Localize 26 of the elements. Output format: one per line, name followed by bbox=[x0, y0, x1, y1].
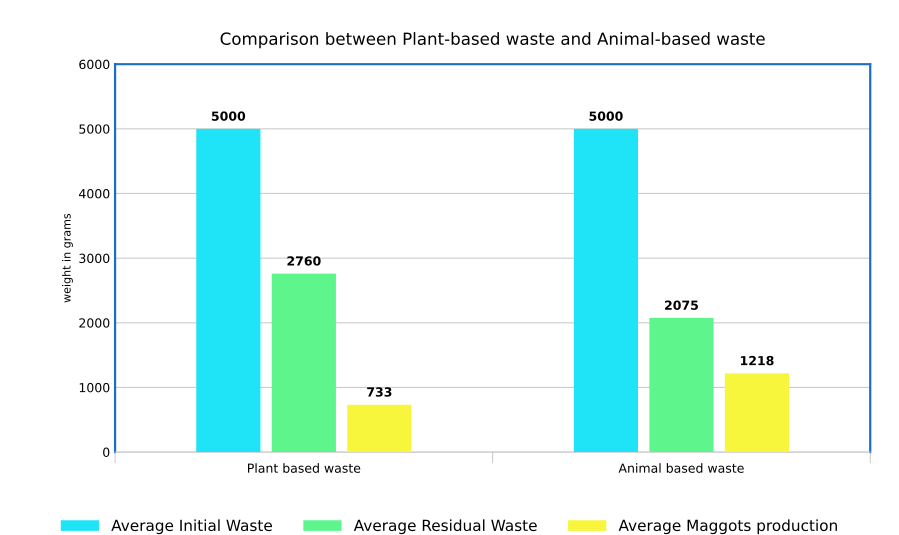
data-label: 2760 bbox=[287, 256, 321, 266]
bar bbox=[196, 128, 260, 452]
bar bbox=[574, 128, 638, 452]
data-label: 2075 bbox=[665, 300, 698, 310]
data-label: 5000 bbox=[212, 111, 246, 121]
y-tick-label: 0 bbox=[103, 448, 110, 457]
data-label: 733 bbox=[367, 387, 392, 397]
legend-label: Average Residual Waste bbox=[354, 519, 537, 534]
bar bbox=[649, 318, 714, 452]
legend-label: Average Initial Waste bbox=[111, 519, 272, 534]
y-tick-label: 5000 bbox=[79, 124, 110, 134]
y-tick-label: 4000 bbox=[79, 188, 110, 198]
y-tick-label: 6000 bbox=[79, 60, 110, 70]
chart-title: Comparison between Plant-based waste and Animal-based waste bbox=[220, 32, 765, 48]
bar bbox=[347, 404, 412, 452]
y-tick-label: 3000 bbox=[79, 254, 110, 264]
y-tick-label: 2000 bbox=[79, 318, 110, 328]
legend-label: Average Maggots production bbox=[618, 519, 837, 534]
x-tick-label: Plant based waste bbox=[248, 463, 360, 473]
x-tick-label: Animal based waste bbox=[618, 463, 744, 473]
y-axis-title: weight in grams bbox=[62, 214, 73, 303]
bar bbox=[724, 373, 790, 452]
data-label: 5000 bbox=[589, 111, 623, 121]
data-label: 1218 bbox=[740, 356, 774, 366]
bar bbox=[272, 274, 336, 452]
y-tick-label: 1000 bbox=[80, 382, 110, 392]
